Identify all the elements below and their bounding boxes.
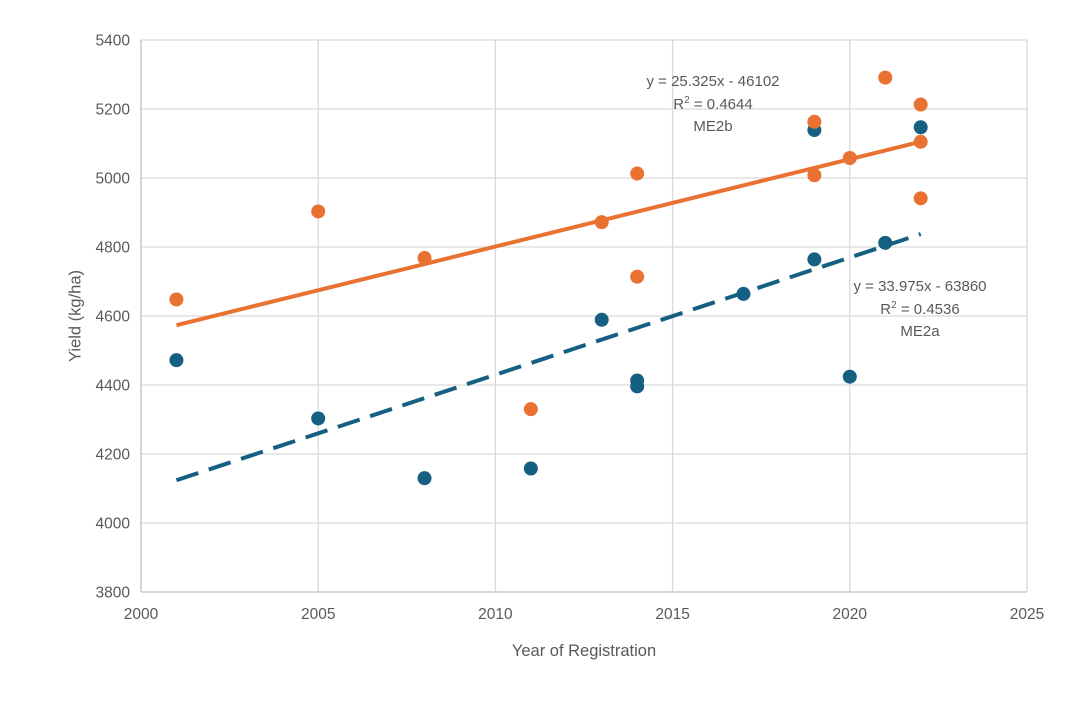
- data-point-me2a: [417, 471, 432, 486]
- data-point-me2a: [807, 252, 822, 267]
- y-tick-label: 4000: [96, 516, 131, 533]
- x-tick-label: 2020: [833, 606, 868, 623]
- series-label-me2a: ME2a: [900, 323, 940, 340]
- x-tick-label: 2025: [1010, 606, 1044, 623]
- x-tick-label: 2015: [655, 606, 689, 623]
- data-point-me2a: [913, 120, 928, 135]
- r-squared-superscript: 2: [891, 299, 897, 311]
- y-tick-label: 5200: [96, 102, 131, 119]
- trendline-annotation-me2a: y = 33.975x - 63860 R2 = 0.4536 ME2a: [853, 276, 986, 344]
- data-point-me2a: [594, 312, 609, 327]
- series-label-me2b: ME2b: [693, 118, 733, 135]
- r-squared-me2b: R2 = 0.4644: [646, 94, 779, 117]
- data-point-me2a: [169, 353, 184, 368]
- r-squared-superscript: 2: [684, 94, 690, 106]
- y-tick-label: 4600: [96, 309, 131, 326]
- trendline-equation-me2a: y = 33.975x - 63860: [853, 278, 987, 295]
- y-tick-label: 5000: [96, 171, 131, 188]
- data-point-me2b: [807, 114, 822, 129]
- data-point-me2b: [630, 166, 645, 181]
- data-point-me2b: [417, 251, 432, 266]
- data-point-me2a: [878, 235, 893, 250]
- y-tick-label: 4400: [96, 378, 131, 395]
- y-tick-label: 4800: [96, 240, 131, 257]
- trendline-me2b: [175, 139, 922, 328]
- data-point-me2b: [913, 97, 928, 112]
- data-point-me2b: [630, 269, 645, 284]
- data-point-me2b: [311, 204, 326, 219]
- trendline-annotation-me2b: y = 25.325x - 46102 R2 = 0.4644 ME2b: [646, 71, 779, 139]
- data-point-me2b: [878, 70, 893, 85]
- data-point-me2a: [842, 369, 857, 384]
- y-tick-label: 4200: [96, 447, 131, 464]
- data-point-me2b: [913, 134, 928, 149]
- data-point-me2b: [842, 150, 857, 165]
- r-squared-prefix: R: [880, 300, 892, 318]
- x-tick-label: 2005: [301, 606, 335, 623]
- data-point-me2a: [523, 461, 538, 476]
- x-tick-label: 2000: [124, 606, 159, 623]
- data-point-me2a: [630, 379, 645, 394]
- data-point-me2a: [736, 286, 751, 301]
- y-tick-label: 5400: [96, 33, 131, 50]
- r-squared-value: = 0.4644: [689, 95, 753, 113]
- data-point-me2b: [169, 292, 184, 307]
- trendline-equation-me2b: y = 25.325x - 46102: [646, 73, 780, 90]
- data-point-me2a: [311, 411, 326, 426]
- data-point-me2b: [523, 402, 538, 417]
- r-squared-prefix: R: [673, 95, 685, 113]
- r-squared-value: = 0.4536: [896, 300, 960, 318]
- data-point-me2b: [807, 168, 822, 183]
- data-point-me2b: [594, 215, 609, 230]
- r-squared-me2a: R2 = 0.4536: [853, 299, 986, 322]
- data-point-me2b: [913, 191, 928, 206]
- x-axis-title: Year of Registration: [511, 642, 657, 660]
- y-tick-label: 3800: [96, 585, 131, 602]
- y-axis-title: Yield (kg/ha): [66, 269, 85, 363]
- x-tick-label: 2010: [478, 606, 513, 623]
- trendline-me2a: [175, 232, 922, 483]
